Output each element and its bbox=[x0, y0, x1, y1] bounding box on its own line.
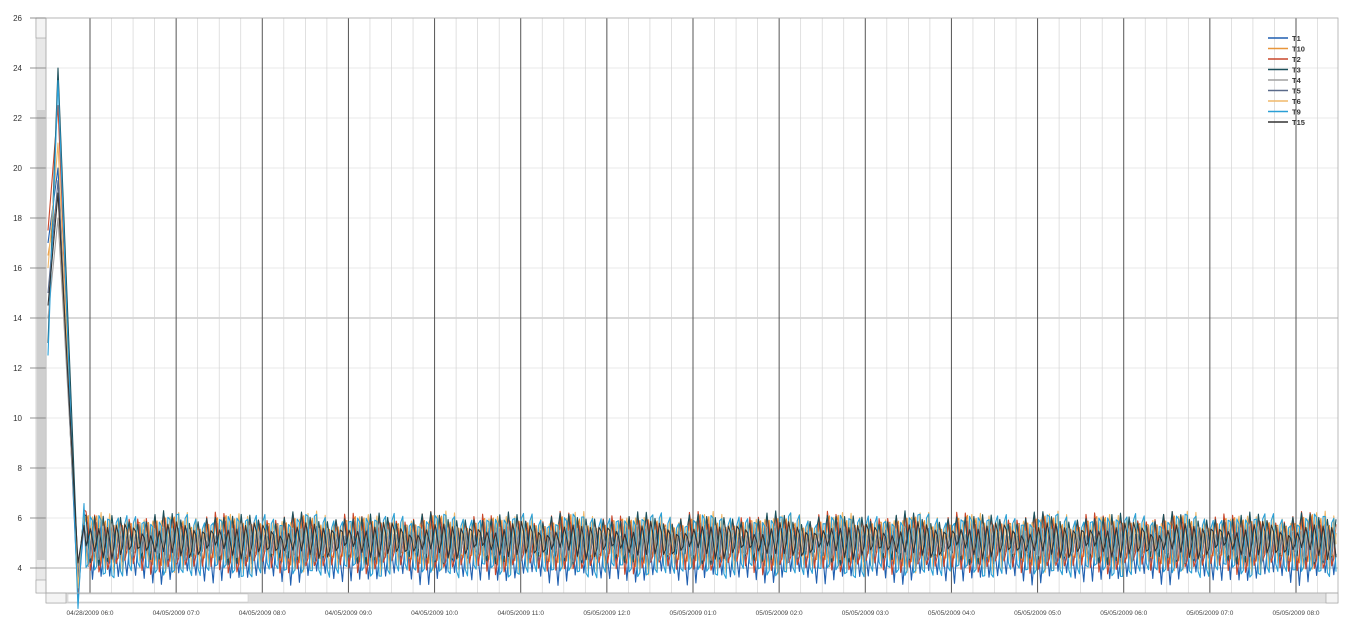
x-tick-label: 04/05/2009 09:0 bbox=[325, 610, 372, 617]
series-line-t9 bbox=[47, 79, 1337, 610]
x-tick-label: 04/05/2009 07:0 bbox=[153, 610, 200, 617]
x-tick-label: 05/05/2009 04:0 bbox=[928, 610, 975, 617]
plot-frame bbox=[45, 17, 1339, 594]
horizontal-scroll-left-button[interactable] bbox=[45, 592, 67, 604]
x-tick-label: 04/05/2009 08:0 bbox=[239, 610, 286, 617]
horizontal-scrollbar-thumb[interactable] bbox=[67, 593, 249, 603]
horizontal-scroll-right-button[interactable] bbox=[1325, 592, 1339, 604]
x-tick-label: 05/05/2009 12:0 bbox=[583, 610, 630, 617]
legend-label-t4: T4 bbox=[1292, 76, 1302, 85]
grid bbox=[46, 17, 1338, 593]
y-tick-label: 16 bbox=[13, 264, 22, 273]
x-tick-label: 04/05/2009 11:0 bbox=[497, 610, 544, 617]
legend-label-t5: T5 bbox=[1292, 87, 1301, 96]
y-tick-label: 18 bbox=[13, 214, 22, 223]
y-tick-label: 22 bbox=[13, 114, 22, 123]
y-tick-label: 14 bbox=[13, 314, 22, 323]
y-tick-label: 24 bbox=[13, 64, 22, 73]
legend-label-t9: T9 bbox=[1292, 108, 1301, 117]
vertical-scroll-up-button[interactable] bbox=[35, 17, 47, 39]
legend-label-t15: T15 bbox=[1292, 118, 1305, 127]
series-line-t15 bbox=[47, 192, 1337, 564]
legend-label-t1: T1 bbox=[1292, 34, 1301, 43]
y-tick-label: 8 bbox=[18, 464, 23, 473]
series-line-t10 bbox=[47, 192, 1337, 582]
x-tick-label: 04/28/2009 06:0 bbox=[67, 610, 114, 617]
y-tick-label: 20 bbox=[13, 164, 22, 173]
x-tick-label: 05/05/2009 06:0 bbox=[1100, 610, 1147, 617]
x-tick-label: 05/05/2009 05:0 bbox=[1014, 610, 1061, 617]
y-tick-label: 6 bbox=[18, 514, 23, 523]
x-tick-label: 05/05/2009 01:0 bbox=[670, 610, 717, 617]
legend-label-t2: T2 bbox=[1292, 55, 1301, 64]
y-tick-label: 12 bbox=[13, 364, 22, 373]
vertical-scroll-down-button[interactable] bbox=[35, 579, 47, 594]
axes: 4 6 8 10 12 14 16 18 20 22 24 26 04/28/2009 06:0 04/0… bbox=[13, 14, 1339, 617]
series-lines bbox=[47, 67, 1337, 610]
scrollbars bbox=[35, 17, 1339, 604]
y-tick-label: 4 bbox=[18, 564, 23, 573]
x-tick-label: 05/05/2009 07:0 bbox=[1186, 610, 1233, 617]
y-tick-label: 26 bbox=[13, 14, 22, 23]
legend-label-t6: T6 bbox=[1292, 97, 1301, 106]
x-tick-label: 05/05/2009 02:0 bbox=[756, 610, 803, 617]
x-tick-label: 05/05/2009 03:0 bbox=[842, 610, 889, 617]
vertical-scrollbar-thumb[interactable] bbox=[37, 110, 45, 560]
y-tick-label: 10 bbox=[13, 414, 22, 423]
x-tick-label: 05/05/2009 08:0 bbox=[1273, 610, 1320, 617]
x-tick-label: 04/05/2009 10:0 bbox=[411, 610, 458, 617]
legend-label-t3: T3 bbox=[1292, 66, 1301, 75]
legend-label-t10: T10 bbox=[1292, 45, 1305, 54]
